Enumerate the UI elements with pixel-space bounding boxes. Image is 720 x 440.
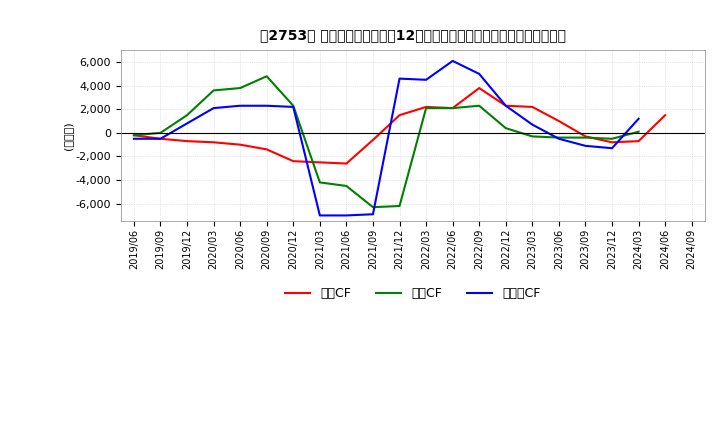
投資CF [342,183,351,189]
投資CF [501,125,510,131]
フリーCF [449,58,457,63]
営業CF [634,139,643,144]
フリーCF [608,146,616,151]
営業CF [183,139,192,144]
投資CF [528,134,536,139]
Line: 営業CF: 営業CF [134,88,665,164]
フリーCF [342,213,351,218]
フリーCF [183,121,192,126]
営業CF [369,137,377,143]
投資CF [475,103,484,108]
フリーCF [395,76,404,81]
営業CF [395,113,404,118]
営業CF [236,142,245,147]
投資CF [210,88,218,93]
営業CF [501,103,510,108]
フリーCF [369,212,377,217]
フリーCF [210,106,218,111]
投資CF [608,136,616,141]
Legend: 営業CF, 投資CF, フリーCF: 営業CF, 投資CF, フリーCF [280,282,545,305]
フリーCF [315,213,324,218]
投資CF [449,106,457,111]
営業CF [289,158,297,164]
投資CF [130,132,138,138]
投資CF [554,135,563,140]
Title: 　2753、 キャッシュフローの12か月移動合計の対前年同期増減額の推移: 2753、 キャッシュフローの12か月移動合計の対前年同期増減額の推移 [260,28,566,42]
営業CF [156,136,165,141]
フリーCF [130,136,138,141]
営業CF [342,161,351,166]
Line: 投資CF: 投資CF [134,76,639,207]
フリーCF [289,104,297,110]
営業CF [315,160,324,165]
フリーCF [634,116,643,121]
フリーCF [475,71,484,77]
営業CF [449,106,457,111]
投資CF [369,205,377,210]
フリーCF [422,77,431,82]
Line: フリーCF: フリーCF [134,61,639,216]
投資CF [581,135,590,140]
投資CF [289,103,297,108]
フリーCF [554,136,563,141]
投資CF [183,113,192,118]
営業CF [661,113,670,118]
投資CF [422,106,431,111]
フリーCF [262,103,271,108]
営業CF [528,104,536,110]
営業CF [608,139,616,145]
フリーCF [156,136,165,141]
Text: (百万円): (百万円) [63,121,73,150]
営業CF [422,104,431,110]
営業CF [554,118,563,124]
投資CF [156,130,165,136]
フリーCF [501,103,510,108]
営業CF [130,132,138,138]
営業CF [262,147,271,152]
フリーCF [236,103,245,108]
投資CF [262,73,271,79]
フリーCF [528,122,536,127]
投資CF [634,129,643,134]
投資CF [236,85,245,91]
営業CF [475,85,484,91]
営業CF [210,139,218,145]
投資CF [315,180,324,185]
営業CF [581,134,590,139]
投資CF [395,203,404,209]
フリーCF [581,143,590,148]
